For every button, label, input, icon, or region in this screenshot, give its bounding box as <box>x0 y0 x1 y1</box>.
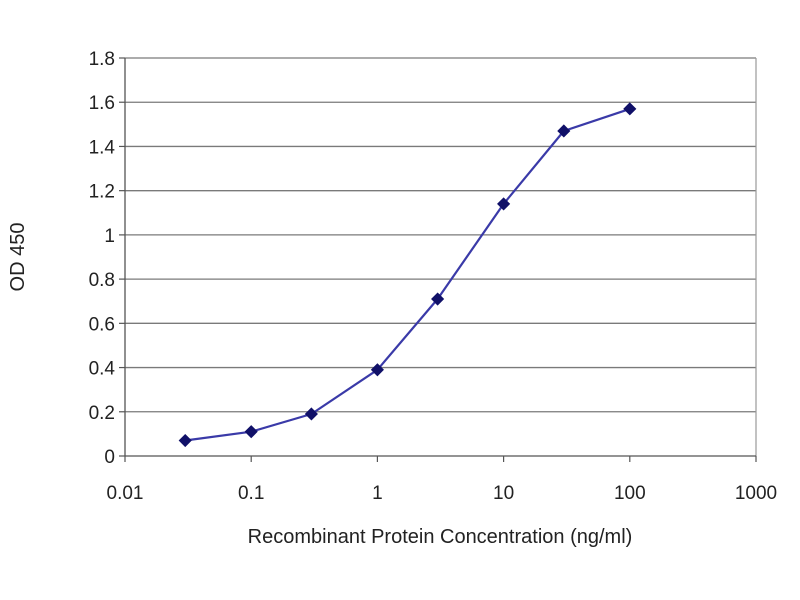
y-tick-label: 1.8 <box>89 49 115 70</box>
axes <box>119 57 757 462</box>
x-tick-label: 0.01 <box>107 483 144 504</box>
y-tick-label: 1.4 <box>89 137 116 158</box>
y-tick-label: 0.2 <box>89 403 115 424</box>
data-point-marker <box>370 363 384 377</box>
y-tick-label: 1.2 <box>89 182 115 203</box>
x-tick-label: 10 <box>493 483 514 504</box>
y-tick-label: 1 <box>104 226 115 247</box>
data-point-marker <box>497 197 511 211</box>
x-tick-label: 100 <box>614 483 646 504</box>
y-tick-labels: 0 0.2 0.4 0.6 0.8 1 1.2 1.4 1.6 1.8 <box>89 49 116 468</box>
grid-lines <box>125 57 756 413</box>
x-tick-label: 0.1 <box>238 483 264 504</box>
x-tick-label: 1 <box>372 483 383 504</box>
data-point-marker <box>304 407 318 421</box>
data-point-marker <box>623 102 637 116</box>
data-point-marker <box>557 124 571 138</box>
data-point-marker <box>244 425 258 439</box>
y-tick-label: 0.6 <box>89 314 115 335</box>
x-tick-label: 1000 <box>735 483 777 504</box>
x-tick-labels: 0.01 0.1 1 10 100 1000 <box>107 483 778 504</box>
data-point-marker <box>431 292 445 306</box>
y-tick-label: 0.4 <box>89 359 116 380</box>
y-tick-label: 0 <box>104 447 115 468</box>
y-tick-label: 0.8 <box>89 270 115 291</box>
y-tick-label: 1.6 <box>89 93 115 114</box>
series-line <box>185 107 631 442</box>
plot-area <box>125 58 756 456</box>
y-axis-label: OD 450 <box>7 223 29 292</box>
data-point-marker <box>178 433 192 448</box>
x-axis-label: Recombinant Protein Concentration (ng/ml… <box>248 526 633 548</box>
data-series <box>178 102 637 448</box>
